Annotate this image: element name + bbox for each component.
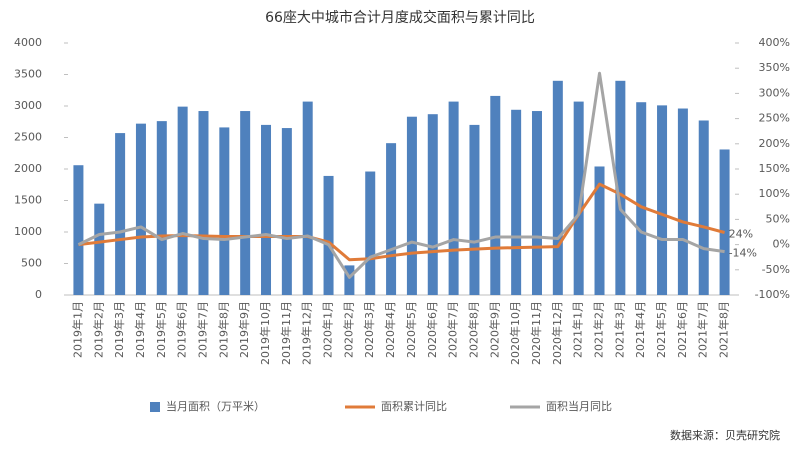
y2-tick-label: 200%	[759, 137, 790, 150]
bar	[323, 175, 334, 295]
y2-tick-label: -50%	[762, 263, 790, 276]
legend-label: 面积累计同比	[381, 400, 447, 413]
x-tick-label: 2021年8月	[717, 301, 731, 358]
y-tick-label: 500	[21, 257, 42, 270]
bar	[677, 108, 688, 296]
x-tick-label: 2019年4月	[133, 301, 147, 358]
legend-label: 当月面积（万平米）	[166, 399, 265, 413]
bar	[448, 101, 459, 295]
bar	[657, 105, 668, 296]
bar	[261, 124, 272, 296]
y2-tick-label: 400%	[759, 36, 790, 49]
source: 数据来源：贝壳研究院	[670, 428, 780, 442]
x-tick-label: 2020年10月	[508, 301, 522, 365]
y2-tick-label: -100%	[755, 288, 790, 301]
y2-tick-label: 100%	[759, 187, 790, 200]
x-tick-label: 2020年6月	[425, 301, 439, 358]
y-tick-label: 3500	[14, 68, 42, 81]
bar	[115, 133, 126, 295]
bar	[615, 80, 626, 295]
bar	[594, 166, 605, 295]
x-tick-label: 2019年5月	[154, 301, 168, 358]
bar	[719, 149, 730, 295]
x-tick-label: 2019年11月	[279, 301, 293, 365]
bar	[636, 102, 647, 295]
x-tick-label: 2019年2月	[91, 301, 105, 358]
x-tick-label: 2019年8月	[216, 301, 230, 358]
y-tick-label: 3000	[14, 99, 42, 112]
bar	[386, 143, 397, 295]
x-tick-label: 2020年11月	[529, 301, 543, 365]
x-tick-label: 2019年1月	[70, 301, 84, 358]
y2-tick-label: 150%	[759, 162, 790, 175]
bar	[135, 123, 146, 295]
y2-tick-label: 300%	[759, 86, 790, 99]
y2-tick-label: 350%	[759, 61, 790, 74]
x-tick-label: 2021年4月	[633, 301, 647, 358]
bar	[511, 109, 522, 295]
data-label: 24%	[729, 228, 753, 241]
x-tick-label: 2021年5月	[654, 301, 668, 358]
x-tick-label: 2021年7月	[696, 301, 710, 358]
bar	[240, 111, 251, 295]
bar	[198, 111, 209, 295]
x-tick-label: 2019年3月	[112, 301, 126, 358]
bar	[698, 120, 709, 296]
y2-tick-label: 0%	[773, 238, 790, 251]
x-tick-label: 2020年4月	[383, 301, 397, 358]
legend-swatch	[150, 402, 160, 412]
x-tick-label: 2021年2月	[592, 301, 606, 358]
x-tick-label: 2020年9月	[487, 301, 501, 358]
bar	[156, 121, 167, 296]
bar	[406, 116, 417, 296]
bar	[427, 114, 438, 295]
y-tick-label: 4000	[14, 36, 42, 49]
bar	[219, 127, 230, 295]
bar	[302, 101, 313, 295]
y-tick-label: 0	[35, 288, 42, 301]
bar	[73, 165, 84, 295]
x-tick-label: 2020年12月	[550, 301, 564, 365]
y-tick-label: 1500	[14, 194, 42, 207]
y-tick-label: 2000	[14, 162, 42, 175]
chart-title: 66座大中城市合计月度成交面积与累计同比	[265, 9, 535, 26]
y-tick-label: 2500	[14, 131, 42, 144]
x-tick-label: 2020年1月	[321, 301, 335, 358]
x-tick-label: 2021年6月	[675, 301, 689, 358]
x-tick-label: 2020年7月	[446, 301, 460, 358]
bar	[573, 101, 584, 295]
x-tick-label: 2020年8月	[466, 301, 480, 358]
legend-label: 面积当月同比	[546, 399, 612, 413]
x-tick-label: 2019年12月	[300, 301, 314, 365]
bar	[94, 203, 105, 295]
bar	[177, 106, 188, 295]
x-tick-label: 2021年1月	[571, 301, 585, 358]
y2-tick-label: 50%	[766, 212, 790, 225]
x-tick-label: 2021年3月	[612, 301, 626, 358]
bar	[344, 265, 355, 295]
x-tick-label: 2020年5月	[404, 301, 418, 358]
y2-tick-label: 250%	[759, 112, 790, 125]
x-tick-label: 2020年3月	[362, 301, 376, 358]
x-tick-label: 2019年10月	[258, 301, 272, 365]
x-tick-label: 2020年2月	[341, 301, 355, 358]
y-tick-label: 1000	[14, 225, 42, 238]
x-tick-label: 2019年7月	[195, 301, 209, 358]
bar	[531, 111, 542, 295]
bar	[552, 80, 563, 295]
bar	[469, 124, 480, 296]
bar	[490, 95, 501, 295]
line	[77, 71, 725, 279]
data-label: -14%	[729, 247, 757, 260]
x-tick-label: 2019年6月	[175, 301, 189, 358]
bar	[365, 171, 376, 295]
x-tick-label: 2019年9月	[237, 301, 251, 358]
bar	[281, 128, 292, 295]
line	[78, 182, 725, 262]
